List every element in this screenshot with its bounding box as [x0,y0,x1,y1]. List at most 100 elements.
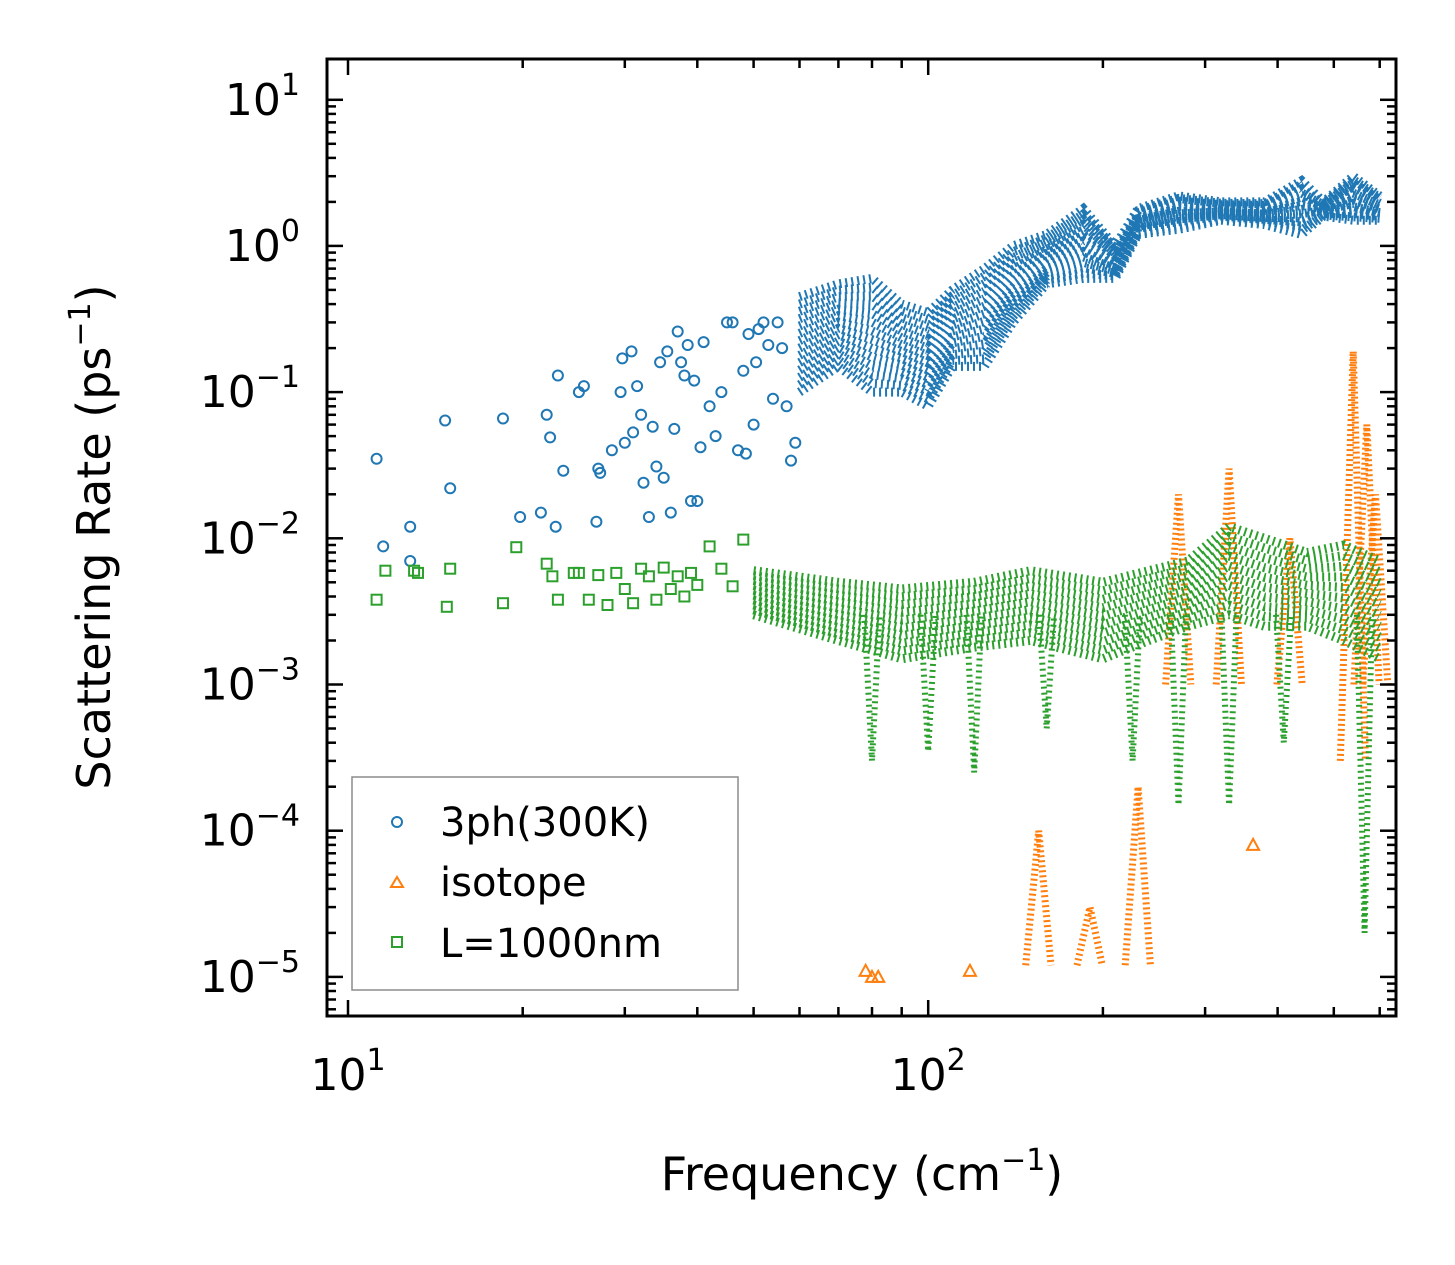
data-point-square [379,564,392,577]
data-point-circle [444,482,457,495]
data-point-circle [642,511,655,523]
dense-band [798,170,1383,318]
data-point-square [715,562,728,575]
dense-band [797,191,1382,362]
data-point-circle [771,316,784,329]
data-point-square [657,561,670,574]
dense-band [752,521,1382,594]
data-point-square [703,540,716,553]
data-point-circle [551,369,564,382]
dense-band [861,614,883,762]
dense-band [1273,537,1306,685]
data-point-circle [544,431,557,444]
legend-label-boundary: L=1000nm [440,921,662,967]
data-point-circle [654,356,667,369]
data-point-square [412,566,424,579]
data-point-circle [616,352,629,365]
dense-band [1212,468,1245,685]
data-point-circle [650,460,663,473]
x-tick-label: 101 [310,1043,385,1101]
boundary-dense-bands [752,521,1382,933]
data-point-circle [757,316,770,329]
dense-band [1353,614,1375,933]
3ph-dense-bands [797,170,1383,413]
dense-band [1273,614,1295,743]
data-point-circle [635,408,648,421]
data-point-circle [627,426,640,439]
data-point-circle [370,452,383,465]
legend-box [351,776,739,991]
dense-band [1022,830,1055,966]
data-point-square [737,533,750,546]
data-point-circle [657,471,670,484]
dense-band [1359,494,1392,685]
data-point-circle [697,336,710,349]
axes-frame [325,57,1398,1018]
dense-band [752,551,1382,617]
data-point-circle [614,386,627,399]
data-point-square [592,569,605,582]
y-tick-labels: 101 100 10−1 10−2 10−3 10−4 10−5 [200,68,300,1003]
dense-band [797,208,1381,398]
data-point-circle [605,444,618,457]
data-point-circle [780,400,793,413]
data-point-circle [747,418,760,431]
data-point-square [497,597,509,610]
data-point-square [572,566,585,579]
data-point-square [551,593,564,606]
data-point-square [685,566,697,579]
data-point-circle [703,400,716,413]
data-point-circle [671,325,684,338]
dense-band [752,610,1382,664]
data-point-square [627,597,640,610]
y-tick-label: 10−5 [200,945,300,1003]
data-point-square [726,580,739,593]
data-point-circle [737,364,750,377]
dense-band [797,198,1381,376]
legend: 3ph(300K) isotope L=1000nm [351,776,739,991]
y-tick-label: 101 [225,68,300,126]
data-point-circle [715,386,728,399]
y-tick-label: 10−1 [200,360,300,418]
data-point-square [440,600,453,613]
data-point-circle [742,328,755,340]
data-point-square [671,570,684,583]
data-point-circle [681,339,694,351]
data-point-circle [557,464,570,477]
data-point-square [601,599,614,611]
data-point-circle [785,454,797,467]
data-point-square [635,562,648,575]
data-point-circle [685,495,697,507]
dense-band [752,560,1382,625]
dense-band [963,614,985,773]
data-point-square [510,541,523,554]
y-tick-label: 100 [225,214,300,272]
data-point-circle [549,520,562,533]
data-point-circle [664,506,677,519]
y-tick-label: 10−3 [200,653,300,711]
data-point-circle [721,316,733,329]
dense-band [1350,424,1383,685]
data-point-square [664,583,677,595]
data-point-triangle [870,968,886,983]
data-point-triangle [1245,836,1261,851]
data-point-square [546,570,559,583]
data-point-circle [637,476,650,489]
data-point-square [678,590,691,603]
legend-marker-isotope [389,875,405,888]
data-point-circle [439,414,452,427]
data-point-square [691,578,704,591]
dense-band [797,195,1382,369]
data-point-circle [691,495,704,507]
data-point-triangle [962,962,978,977]
data-point-circle [594,466,607,479]
data-point-circle [377,540,390,553]
data-point-circle [534,506,547,519]
data-point-square [540,557,553,570]
data-point-triangle [857,962,874,977]
dense-band [797,177,1383,333]
data-point-circle [404,520,417,533]
data-point-circle [668,422,681,435]
data-point-square [650,593,663,606]
data-point-circle [678,369,691,382]
